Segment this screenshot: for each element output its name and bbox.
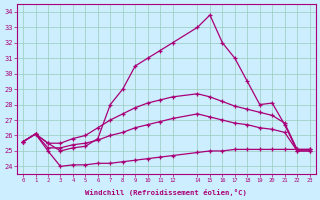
X-axis label: Windchill (Refroidissement éolien,°C): Windchill (Refroidissement éolien,°C) xyxy=(85,189,247,196)
